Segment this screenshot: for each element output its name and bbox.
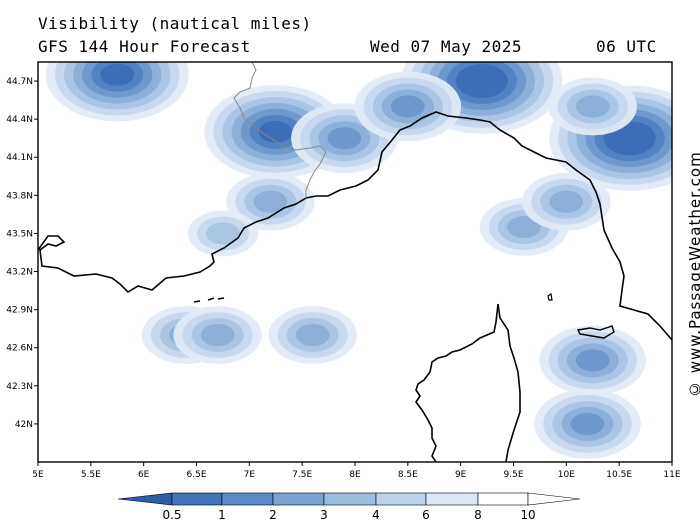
y-tick-label: 42N [15,420,33,430]
x-tick-label: 10.5E [606,470,632,480]
date-title: Wed 07 May 2025 [370,37,522,56]
colorbar-segment [323,492,377,506]
colorbar-label: 2 [269,508,277,522]
time-title: 06 UTC [596,37,657,56]
x-tick-label: 8.5E [398,470,418,480]
fog-patch-elba-south [539,325,647,396]
fog-patch-ligurian-coast-north [45,62,189,122]
fog-patch-nice [187,210,259,257]
coastline [38,62,672,462]
colorbar-label: 6 [422,508,430,522]
colorbar-segment [171,492,223,506]
y-tick-label: 44.7N [6,77,33,87]
x-tick-label: 9E [455,470,467,480]
colorbar-segment [425,492,479,506]
fog-patch-sea-west-2 [173,306,262,364]
visibility-field [45,62,672,459]
y-tick-label: 43.5N [6,229,33,239]
fog-patch-adriatic-north [548,77,637,136]
fog-patch-sea-mid [268,306,357,364]
y-tick-label: 42.9N [6,306,33,316]
colorbar-label: 1 [218,508,226,522]
colorbar-under [117,492,173,506]
x-tick-label: 7E [244,470,256,480]
colorbar-label: 4 [372,508,380,522]
y-tick-label: 42.6N [6,344,33,354]
copyright-credit: © www.PassageWeather.com [686,151,700,398]
fog-patch-riviera [226,172,315,231]
colorbar-over [527,492,581,506]
y-tick-label: 43.2N [6,268,33,278]
colorbar-label: 10 [520,508,535,522]
x-tick-label: 5E [32,470,44,480]
colorbar-label: 3 [320,508,328,522]
colorbar-label: 8 [474,508,482,522]
model-title: GFS 144 Hour Forecast [38,37,251,56]
fog-patch-tuscany-east [522,172,611,231]
colorbar-segment [272,492,325,506]
colorbar-segment [375,492,427,506]
x-tick-label: 6.5E [187,470,207,480]
variable-title: Visibility (nautical miles) [38,14,312,33]
y-tick-label: 44.1N [6,153,33,163]
y-tick-label: 43.8N [6,191,33,201]
fog-patch-po-small [354,71,462,142]
x-tick-label: 11E [663,470,680,480]
x-tick-label: 8E [349,470,361,480]
colorbar-label: 0.5 [162,508,181,522]
x-tick-label: 6E [138,470,150,480]
colorbar-segment [221,492,274,506]
y-tick-label: 42.3N [6,382,33,392]
colorbar-segment [477,492,529,506]
x-tick-label: 9.5E [504,470,524,480]
x-tick-label: 7.5E [292,470,312,480]
x-tick-label: 10E [558,470,575,480]
axis-ticks: 5E 5.5E 6E 6.5E 7E 7.5E 8E 8.5E 9E 9.5E 10E 10.5E 11… [6,77,681,480]
fog-patch-elba-south-2 [534,389,641,459]
colorbar: 0.5 1 2 3 4 6 8 10 [117,492,581,522]
y-tick-label: 44.4N [6,115,33,125]
x-tick-label: 5.5E [81,470,101,480]
